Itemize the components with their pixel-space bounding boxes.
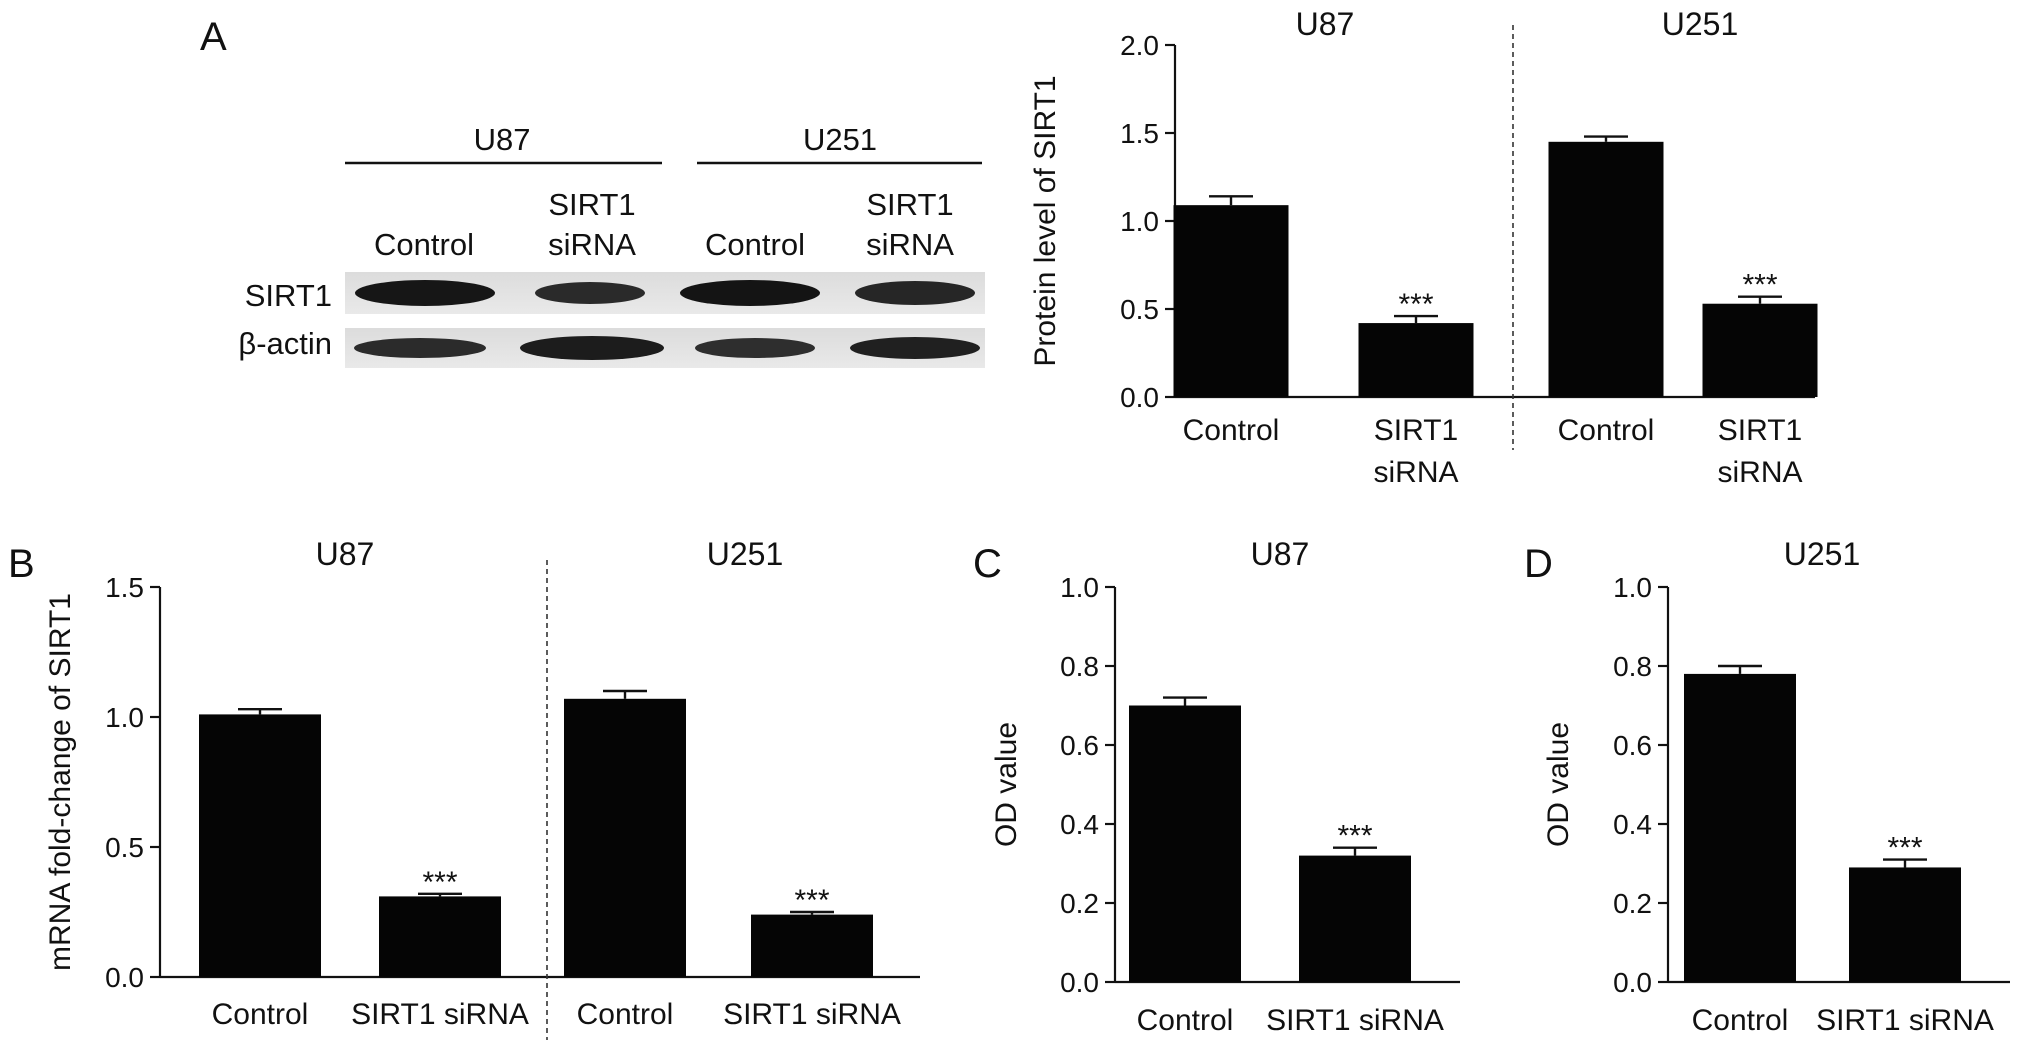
blot-row-label-sirt1: SIRT1	[245, 278, 332, 313]
y-tick-label: 0.4	[1060, 809, 1099, 840]
y-axis-label: Protein level of SIRT1	[1029, 75, 1062, 366]
category-label: SIRT1	[1374, 414, 1458, 447]
bar	[1849, 867, 1961, 982]
y-tick-label: 0.0	[1613, 967, 1652, 998]
category-label: SIRT1 siRNA	[351, 998, 529, 1031]
y-tick-label: 0.0	[1060, 967, 1099, 998]
group-title: U251	[1662, 6, 1739, 42]
chart-title: U251	[1784, 536, 1861, 572]
blot-band-actin-2	[520, 336, 664, 360]
bar	[1358, 323, 1474, 397]
bar	[379, 896, 501, 977]
y-tick-label: 1.0	[1613, 572, 1652, 603]
chart-c-od-u87: 0.0 0.2 0.4 0.6 0.8 1.0 OD value U87 Control *** S…	[990, 536, 1460, 1037]
panel-label-d: D	[1524, 542, 1553, 586]
blot-row-label-actin: β-actin	[238, 326, 332, 361]
y-tick-label: 1.0	[1060, 572, 1099, 603]
blot-lane-label-4b: siRNA	[866, 227, 954, 262]
category-label: Control	[212, 998, 309, 1031]
blot-band-actin-3	[695, 338, 815, 358]
bar	[1173, 205, 1289, 397]
significance-label: ***	[1337, 820, 1372, 853]
blot-band-sirt1-4	[855, 281, 975, 305]
blot-band-actin-4	[850, 337, 980, 359]
y-tick-label: 0.2	[1060, 888, 1099, 919]
bar	[1299, 855, 1411, 982]
category-label: siRNA	[1373, 456, 1458, 489]
panel-label-b: B	[8, 542, 35, 586]
y-tick-label: 0.6	[1060, 730, 1099, 761]
significance-label: ***	[1742, 269, 1777, 302]
group-title: U251	[707, 536, 784, 572]
chart-title: U87	[1251, 536, 1310, 572]
category-label: Control	[1183, 414, 1280, 447]
group-title: U87	[1296, 6, 1355, 42]
y-tick-label: 0.5	[1120, 294, 1159, 325]
y-tick-label: 0.8	[1060, 651, 1099, 682]
y-axis-label: OD value	[1542, 722, 1575, 847]
y-tick-label: 0.0	[105, 962, 144, 993]
category-label: siRNA	[1717, 456, 1802, 489]
y-tick-label: 2.0	[1120, 30, 1159, 61]
panel-label-c: C	[973, 542, 1002, 586]
bar	[1129, 705, 1241, 982]
y-tick-label: 0.6	[1613, 730, 1652, 761]
bar	[1702, 303, 1818, 397]
y-tick-label: 1.5	[105, 572, 144, 603]
y-tick-label: 1.0	[1120, 206, 1159, 237]
bar	[1548, 141, 1664, 397]
y-tick-label: 0.5	[105, 832, 144, 863]
category-label: Control	[1558, 414, 1655, 447]
category-label: SIRT1 siRNA	[1816, 1004, 1994, 1037]
significance-label: ***	[794, 884, 829, 917]
blot-band-sirt1-3	[680, 280, 820, 306]
bar	[1684, 673, 1796, 982]
blot-lane-label-2a: SIRT1	[548, 187, 635, 222]
western-blot: U87 U251 Control SIRT1 siRNA Control SIR…	[238, 122, 985, 368]
panel-label-a: A	[200, 15, 227, 59]
category-label: SIRT1 siRNA	[723, 998, 901, 1031]
bar	[564, 698, 686, 977]
blot-lane-label-3: Control	[705, 227, 805, 262]
y-axis-label: mRNA fold-change of SIRT1	[44, 593, 77, 971]
chart-a-protein-level: 0.0 0.5 1.0 1.5 2.0 Protein level of SIRT1 U87…	[1029, 6, 1818, 489]
bar	[199, 714, 321, 977]
y-tick-label: 1.0	[105, 702, 144, 733]
group-title: U87	[316, 536, 375, 572]
category-label: Control	[577, 998, 674, 1031]
blot-lane-label-2b: siRNA	[548, 227, 636, 262]
chart-b-mrna-fold-change: 0.0 0.5 1.0 1.5 mRNA fold-change of SIRT1 U87…	[44, 536, 920, 1040]
blot-lane-label-1: Control	[374, 227, 474, 262]
significance-label: ***	[1887, 832, 1922, 865]
blot-band-sirt1-2	[535, 282, 645, 304]
blot-band-actin-1	[354, 338, 486, 358]
category-label: Control	[1137, 1004, 1234, 1037]
category-label: SIRT1 siRNA	[1266, 1004, 1444, 1037]
category-label: SIRT1	[1718, 414, 1802, 447]
blot-band-sirt1-1	[355, 280, 495, 306]
significance-label: ***	[422, 866, 457, 899]
chart-d-od-u251: 0.0 0.2 0.4 0.6 0.8 1.0 OD value U251 Control ***…	[1542, 536, 2010, 1037]
bar	[751, 914, 873, 977]
y-tick-label: 1.5	[1120, 118, 1159, 149]
category-label: Control	[1692, 1004, 1789, 1037]
y-tick-label: 0.2	[1613, 888, 1652, 919]
blot-group-label-u251: U251	[803, 122, 877, 157]
blot-lane-label-4a: SIRT1	[866, 187, 953, 222]
y-tick-label: 0.8	[1613, 651, 1652, 682]
y-axis-label: OD value	[990, 722, 1023, 847]
blot-group-label-u87: U87	[474, 122, 531, 157]
y-tick-label: 0.4	[1613, 809, 1652, 840]
significance-label: ***	[1398, 288, 1433, 321]
y-tick-label: 0.0	[1120, 382, 1159, 413]
